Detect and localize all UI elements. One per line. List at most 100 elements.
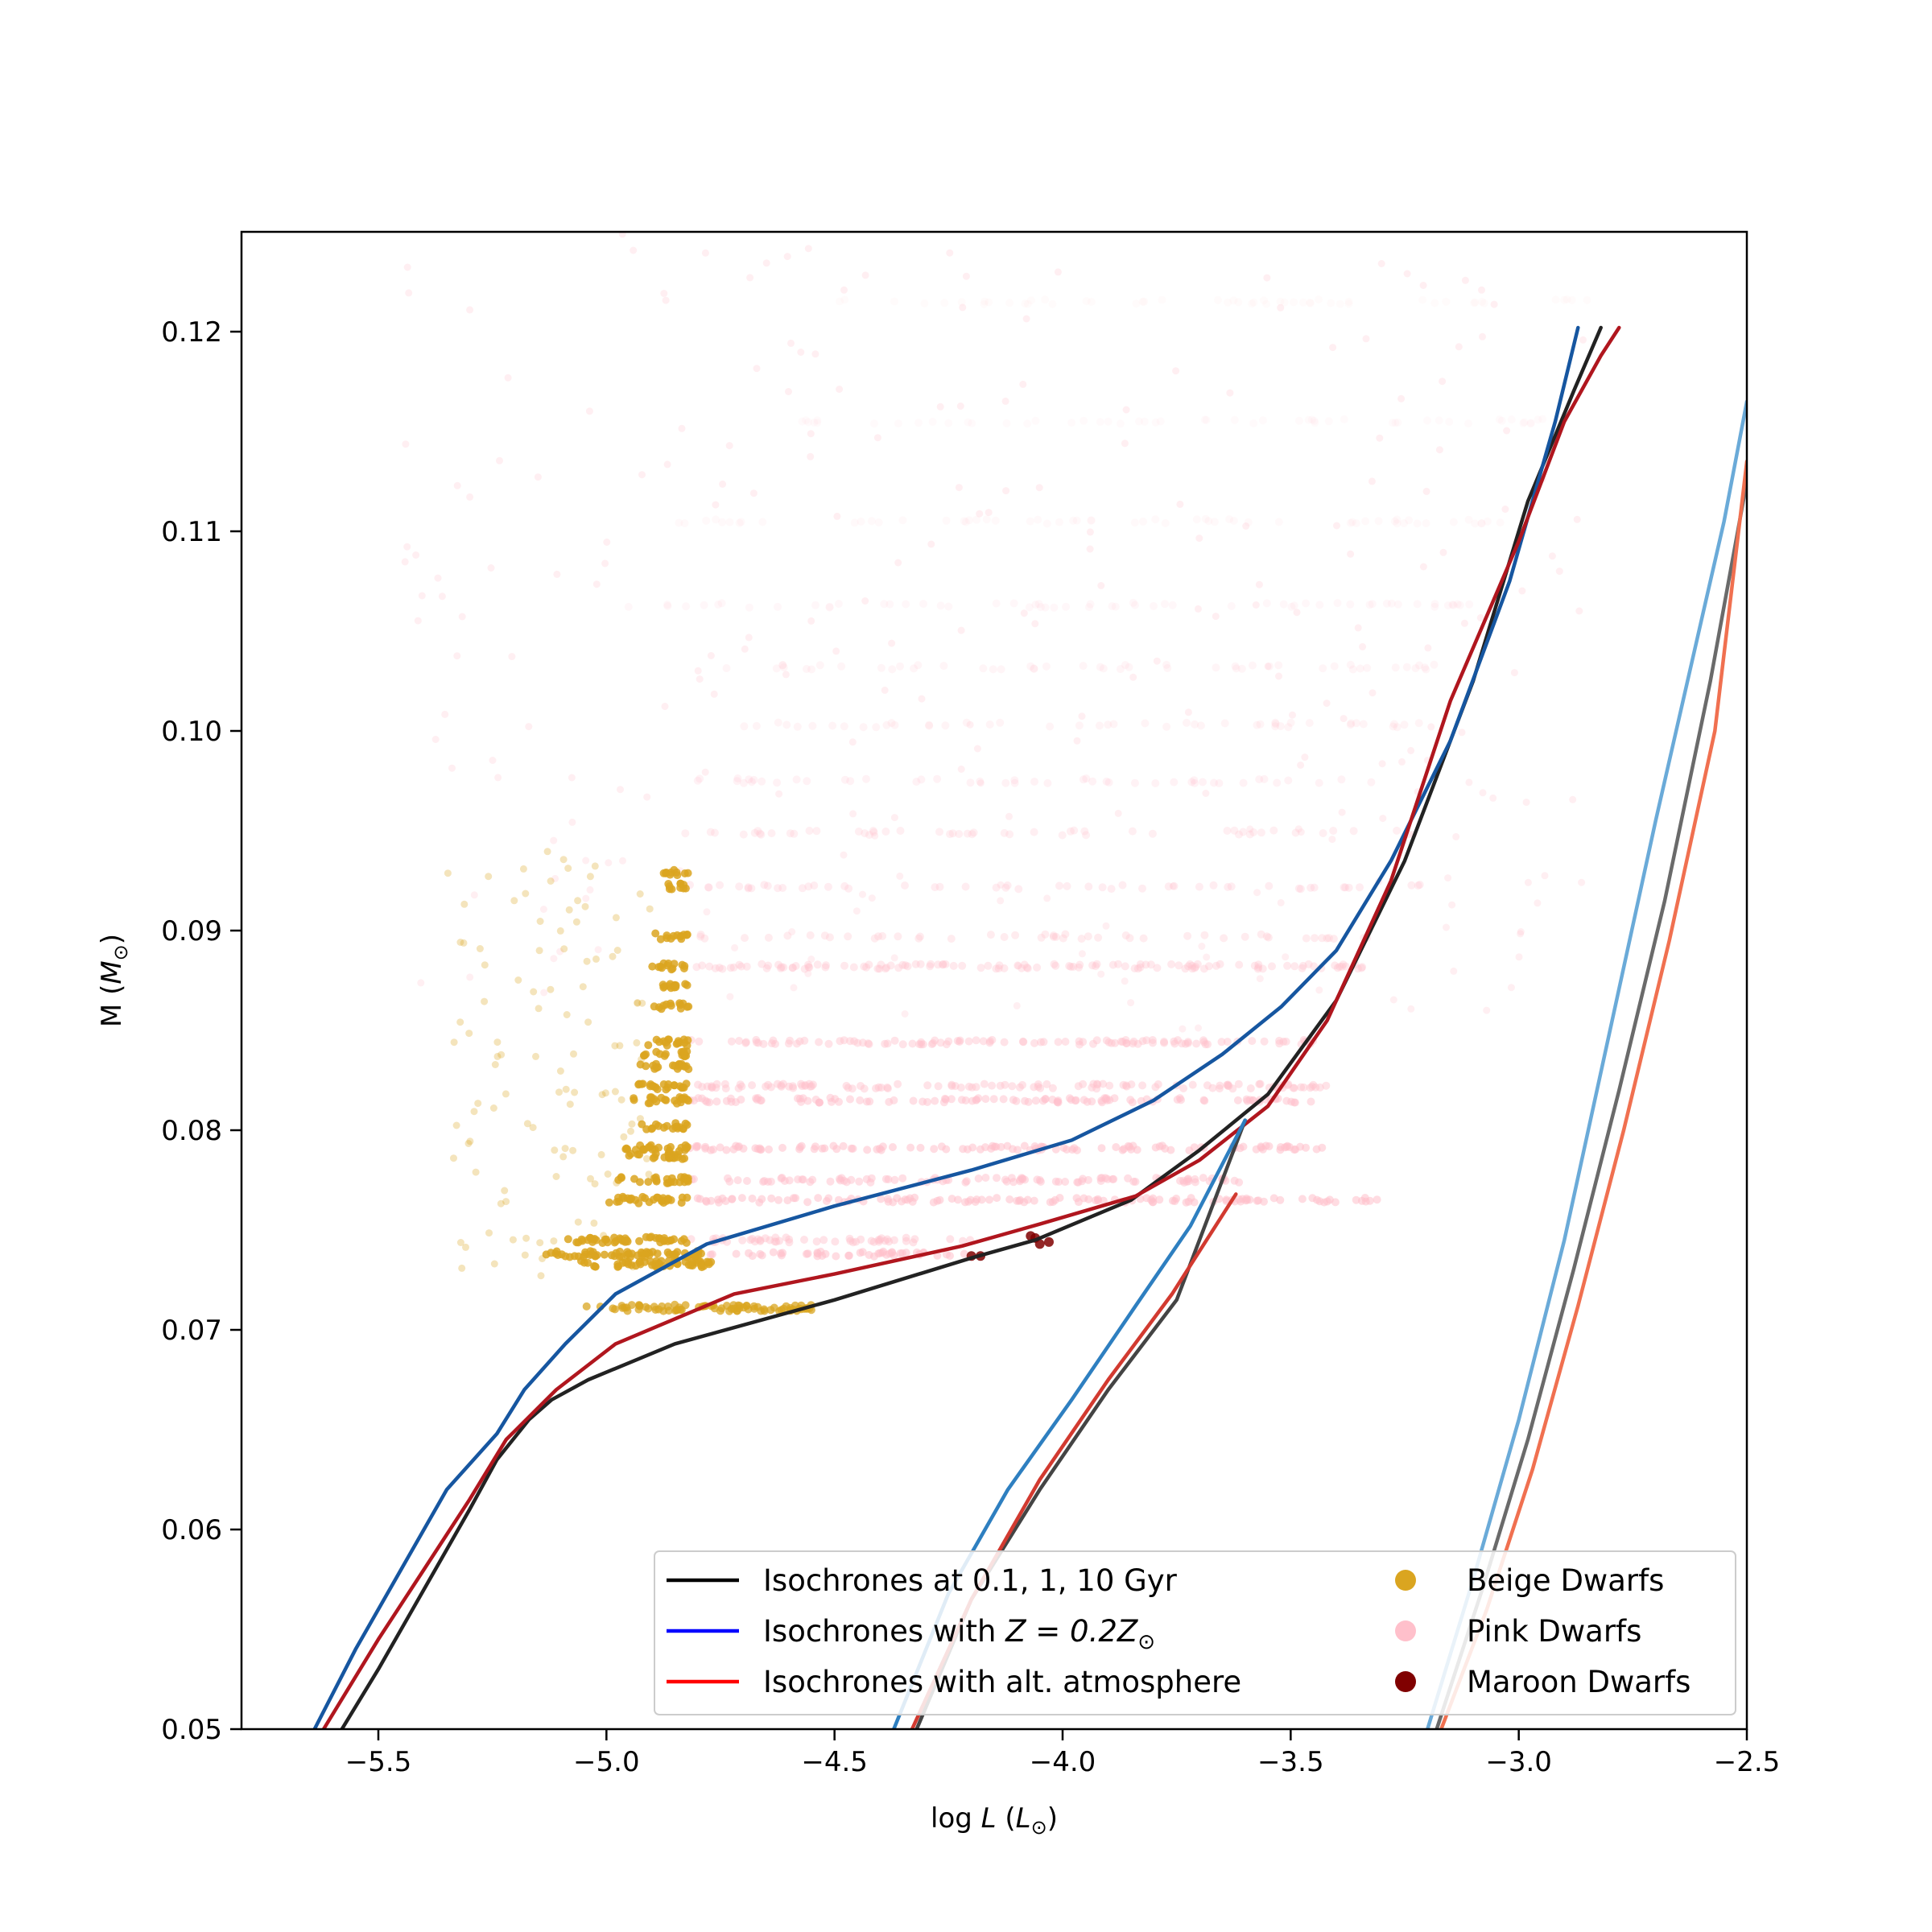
plot-area-background xyxy=(242,232,1747,1729)
pink-dwarf-point xyxy=(1003,881,1012,890)
pink-dwarf-point xyxy=(1109,720,1118,729)
pink-dwarf-point xyxy=(997,897,1005,905)
pink-dwarf-point xyxy=(1162,660,1170,669)
beige-dwarf-point xyxy=(613,1260,622,1269)
pink-dwarf-point xyxy=(936,1038,945,1047)
pink-dwarf-point xyxy=(1333,522,1340,530)
y-axis-label: M (M⊙) xyxy=(96,934,132,1027)
pink-dwarf-point xyxy=(800,1036,809,1045)
pink-dwarf-point xyxy=(783,253,791,261)
pink-dwarf-point xyxy=(813,419,822,427)
pink-dwarf-point xyxy=(785,1235,794,1244)
pink-dwarf-point xyxy=(1212,663,1220,672)
pink-dwarf-point xyxy=(1286,1143,1294,1151)
pink-dwarf-point xyxy=(881,964,890,973)
pink-dwarf-point xyxy=(834,1195,843,1204)
pink-dwarf-point xyxy=(1214,295,1222,304)
pink-dwarf-point xyxy=(696,1195,704,1203)
beige-dwarf-point xyxy=(650,1153,659,1162)
pink-dwarf-point xyxy=(860,962,869,971)
pink-dwarf-point xyxy=(1415,881,1424,889)
pink-dwarf-point xyxy=(1333,964,1342,972)
beige-dwarf-point xyxy=(675,1038,684,1047)
pink-dwarf-point xyxy=(972,1036,980,1045)
pink-dwarf-point xyxy=(1116,419,1125,428)
pink-dwarf-point xyxy=(1089,1039,1097,1048)
pink-dwarf-point xyxy=(753,827,762,836)
pink-dwarf-point xyxy=(762,259,770,267)
pink-dwarf-point xyxy=(898,1174,907,1183)
beige-dwarf-point xyxy=(598,1091,606,1099)
pink-dwarf-point xyxy=(805,827,814,835)
pink-dwarf-point xyxy=(880,600,889,609)
pink-dwarf-point xyxy=(848,1238,857,1247)
pink-dwarf-point xyxy=(1050,603,1059,612)
pink-dwarf-point xyxy=(916,932,924,941)
pink-dwarf-point xyxy=(1422,487,1430,495)
pink-dwarf-point xyxy=(1122,1039,1131,1048)
pink-dwarf-point xyxy=(1094,1196,1102,1205)
pink-dwarf-point xyxy=(453,481,461,489)
x-tick-label: −3.5 xyxy=(1257,1746,1324,1778)
pink-dwarf-point xyxy=(1041,1095,1050,1103)
pink-dwarf-point xyxy=(1329,935,1338,943)
pink-dwarf-point xyxy=(947,1080,956,1089)
pink-dwarf-point xyxy=(894,932,902,941)
beige-dwarf-band xyxy=(638,1119,691,1133)
pink-dwarf-point xyxy=(773,1080,782,1088)
beige-dwarf-point xyxy=(536,918,544,925)
pink-dwarf-point xyxy=(865,1097,874,1106)
pink-dwarf-point xyxy=(1030,664,1038,673)
pink-dwarf-point xyxy=(1239,778,1248,787)
pink-dwarf-point xyxy=(1054,1098,1063,1107)
pink-dwarf-point xyxy=(881,686,889,694)
pink-dwarf-point xyxy=(881,1174,890,1183)
legend-label-beige: Beige Dwarfs xyxy=(1467,1563,1664,1598)
pink-dwarf-point xyxy=(1021,1175,1030,1184)
beige-dwarf-point xyxy=(620,1133,628,1141)
pink-dwarf-point xyxy=(1298,964,1307,972)
pink-dwarf-point xyxy=(752,1038,761,1046)
beige-dwarf-point xyxy=(671,981,680,989)
pink-dwarf-point xyxy=(1323,700,1331,708)
pink-dwarf-point xyxy=(824,1039,833,1048)
pink-dwarf-point xyxy=(771,1039,779,1048)
pink-dwarf-point xyxy=(894,419,902,428)
beige-dwarf-point xyxy=(660,1153,669,1162)
pink-dwarf-point xyxy=(704,883,712,892)
beige-dwarf-point xyxy=(753,1302,762,1311)
beige-dwarf-point xyxy=(647,1125,656,1133)
beige-dwarf-point xyxy=(675,1178,684,1187)
pink-dwarf-point xyxy=(801,1081,810,1089)
pink-dwarf-point xyxy=(1262,299,1271,308)
pink-dwarf-point xyxy=(962,272,970,280)
beige-dwarf-point xyxy=(683,1142,691,1151)
pink-dwarf-point xyxy=(852,907,861,915)
pink-dwarf-point xyxy=(1337,775,1346,784)
pink-dwarf-point xyxy=(828,721,837,730)
pink-dwarf-point xyxy=(700,601,708,609)
pink-dwarf-point xyxy=(1020,960,1029,969)
pink-dwarf-point xyxy=(1224,882,1232,891)
pink-dwarf-point xyxy=(1284,776,1293,785)
pink-dwarf-point xyxy=(955,484,963,492)
pink-dwarf-point xyxy=(890,1175,899,1184)
pink-dwarf-point xyxy=(976,779,985,787)
pink-dwarf-point xyxy=(1260,1037,1269,1046)
pink-dwarf-point xyxy=(660,290,668,297)
beige-dwarf-point xyxy=(466,1137,474,1146)
pink-dwarf-point xyxy=(782,1233,791,1242)
pink-dwarf-point xyxy=(797,1080,805,1088)
pink-dwarf-point xyxy=(1042,519,1051,528)
pink-dwarf-point xyxy=(808,721,817,730)
pink-dwarf-point xyxy=(881,828,890,836)
beige-dwarf-point xyxy=(539,1255,546,1262)
pink-dwarf-point xyxy=(756,1236,765,1245)
beige-dwarf-band xyxy=(630,1093,692,1108)
pink-dwarf-point xyxy=(720,1080,729,1088)
pink-dwarf-point xyxy=(1022,315,1030,323)
pink-dwarf-point xyxy=(877,960,886,969)
pink-dwarf-point xyxy=(638,471,646,479)
pink-dwarf-point xyxy=(489,757,497,764)
beige-dwarf-point xyxy=(551,1249,560,1258)
